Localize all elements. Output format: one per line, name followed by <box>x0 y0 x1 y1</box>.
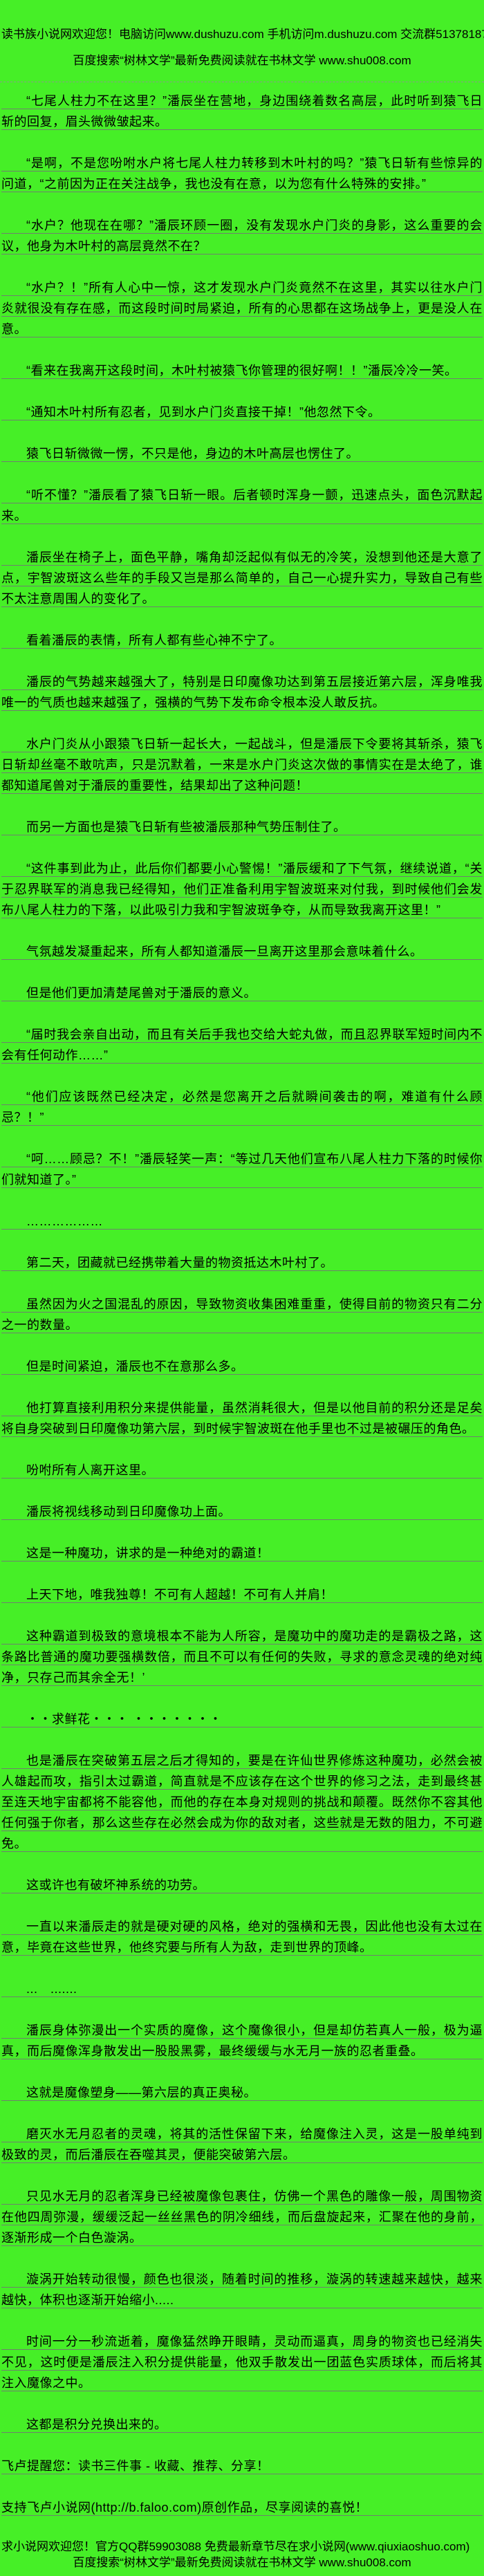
paragraph: “通知木叶村所有忍者，见到水户门炎直接干掉！”他忽然下令。 <box>1 402 483 423</box>
paragraph: 这种霸道到极致的意境根本不能为人所容，是魔功中的魔功走的是霸极之路，这条路比普通… <box>1 1626 483 1688</box>
paragraph: 虽然因为火之国混乱的原因，导致物资收集困难重重，使得目前的物资只有二分之一的数量… <box>1 1294 483 1335</box>
paragraph: 一直以来潘辰走的就是硬对硬的风格，绝对的强横和无畏，因此他也没有太过在意，毕竟在… <box>1 1916 483 1958</box>
paragraph: 但是时间紧迫，潘辰也不在意那么多。 <box>1 1356 483 1377</box>
paragraph: 这或许也有破坏神系统的功劳。 <box>1 1875 483 1896</box>
paragraph: 只见水无月的忍者浑身已经被魔像包裹住，仿佛一个黑色的雕像一般，周围物资在他四周弥… <box>1 2186 483 2248</box>
paragraph: 猿飞日斩微微一愣，不只是他，身边的木叶高层也愣住了。 <box>1 443 483 464</box>
paragraph: 潘辰的气势越来越强大了，特别是日印魔像功达到第五层接近第六层，浑身唯我唯一的气质… <box>1 671 483 713</box>
promo-footer-line-2: 百度搜索“树林文学”最新免费阅读就在书林文学 www.shu008.com <box>73 2556 411 2569</box>
paragraph: 潘辰身体弥漫出一个实质的魔像，这个魔像很小，但是却仿若真人一般，极为逼真，而后魔… <box>1 2020 483 2061</box>
chapter-content: “七尾人柱力不在这里？”潘辰坐在营地，身边围绕着数名高层，此时听到猿飞日斩的回复… <box>0 82 484 2518</box>
paragraph: 也是潘辰在突破第五层之后才得知的，要是在许仙世界修炼这种魔功，必然会被人雄起而攻… <box>1 1750 483 1854</box>
paragraph: 这都是积分兑换出来的。 <box>1 2414 483 2435</box>
paragraph: “呵……顾忌？不！”潘辰轻笑一声：“等过几天他们宣布八尾人柱力下落的时候你们就知… <box>1 1149 483 1190</box>
paragraph: 气氛越发凝重起来，所有人都知道潘辰一旦离开这里那会意味着什么。 <box>1 941 483 962</box>
paragraph: ... ....... <box>1 1979 483 1999</box>
paragraph: 他打算直接利用积分来提供能量，虽然消耗很大，但是以他目前的积分还是足矣将自身突破… <box>1 1398 483 1439</box>
chapter-paragraphs: “七尾人柱力不在这里？”潘辰坐在营地，身边围绕着数名高层，此时听到猿飞日斩的回复… <box>1 91 483 2518</box>
paragraph: 第二天，团藏就已经携带着大量的物资抵达木叶村了。 <box>1 1252 483 1273</box>
paragraph: 这就是魔像塑身——第六层的真正奥秘。 <box>1 2082 483 2103</box>
paragraph: “他们应该既然已经决定，必然是您离开之后就瞬间袭击的啊，难道有什么顾忌？！” <box>1 1086 483 1128</box>
promo-header-line-1: 读书族小说网欢迎您！电脑访问www.dushuzu.com 手机访问m.dush… <box>1 28 484 41</box>
paragraph: 看着潘辰的表情，所有人都有些心神不宁了。 <box>1 630 483 651</box>
paragraph: 水户门炎从小跟猿飞日斩一起长大，一起战斗，但是潘辰下令要将其斩杀，猿飞日斩却丝毫… <box>1 734 483 796</box>
paragraph: “这件事到此为止，此后你们都要小心警惕！”潘辰缓和了下气氛，继续说道，“关于忍界… <box>1 858 483 920</box>
paragraph: 磨灭水无月忍者的灵魂，将其的活性保留下来，给魔像注入灵，这是一股单纯到极致的灵，… <box>1 2124 483 2165</box>
paragraph: 飞卢提醒您：读书三件事 - 收藏、推荐、分享！ <box>1 2456 483 2476</box>
paragraph: 上天下地，唯我独尊！不可有人超越！不可有人并肩！ <box>1 1584 483 1605</box>
promo-footer: 求小说网欢迎您！官方QQ群59903088 免费最新章节尽在求小说网(www.q… <box>0 2539 484 2576</box>
paragraph: 时间一分一秒流逝着，魔像猛然睁开眼睛，灵动而逼真，周身的物资也已经消失不见，这时… <box>1 2331 483 2393</box>
paragraph: 但是他们更加清楚尾兽对于潘辰的意义。 <box>1 983 483 1003</box>
paragraph: 潘辰将视线移动到日印魔像功上面。 <box>1 1501 483 1522</box>
paragraph: ・・求鲜花・・・ ・・・・・・・ <box>1 1709 483 1730</box>
promo-header: 读书族小说网欢迎您！电脑访问www.dushuzu.com 手机访问m.dush… <box>0 0 484 68</box>
paragraph: “水户？他现在在哪？”潘辰环顾一圈，没有发现水户门炎的身影，这么重要的会议，他身… <box>1 215 483 257</box>
paragraph: ……………… <box>1 1211 483 1232</box>
paragraph: “届时我会亲自出动，而且有关后手我也交给大蛇丸做，而且忍界联军短时间内不会有任何… <box>1 1024 483 1066</box>
paragraph: 漩涡开始转动很慢，颜色也很淡，随着时间的推移，漩涡的转速越来越快，越来越快，体积… <box>1 2269 483 2310</box>
promo-footer-line-1: 求小说网欢迎您！官方QQ群59903088 免费最新章节尽在求小说网(www.q… <box>1 2540 470 2553</box>
paragraph: 这是一种魔功，讲求的是一种绝对的霸道！ <box>1 1543 483 1564</box>
paragraph: “七尾人柱力不在这里？”潘辰坐在营地，身边围绕着数名高层，此时听到猿飞日斩的回复… <box>1 91 483 132</box>
paragraph: “听不懂？”潘辰看了猿飞日斩一眼。后者顿时浑身一颤，迅速点头，面色沉默起来。 <box>1 485 483 526</box>
promo-header-line-2: 百度搜索“树林文学”最新免费阅读就在书林文学 www.shu008.com <box>73 54 411 67</box>
paragraph: 潘辰坐在椅子上，面色平静，嘴角却泛起似有似无的冷笑，没想到他还是大意了点，宇智波… <box>1 547 483 609</box>
paragraph: “是啊，不是您吩咐水户将七尾人柱力转移到木叶村的吗？”猿飞日斩有些惊异的问道，“… <box>1 153 483 194</box>
paragraph: 支持飞卢小说网(http://b.faloo.com)原创作品，尽享阅读的喜悦！ <box>1 2497 483 2518</box>
paragraph: 而另一方面也是猿飞日斩有些被潘辰那种气势压制住了。 <box>1 817 483 837</box>
paragraph: 吩咐所有人离开这里。 <box>1 1460 483 1481</box>
paragraph: “水户？！”所有人心中一惊，这才发现水户门炎竟然不在这里，其实以往水户门炎就很没… <box>1 277 483 340</box>
paragraph: “看来在我离开这段时间，木叶村被猿飞你管理的很好啊！！”潘辰冷冷一笑。 <box>1 360 483 381</box>
